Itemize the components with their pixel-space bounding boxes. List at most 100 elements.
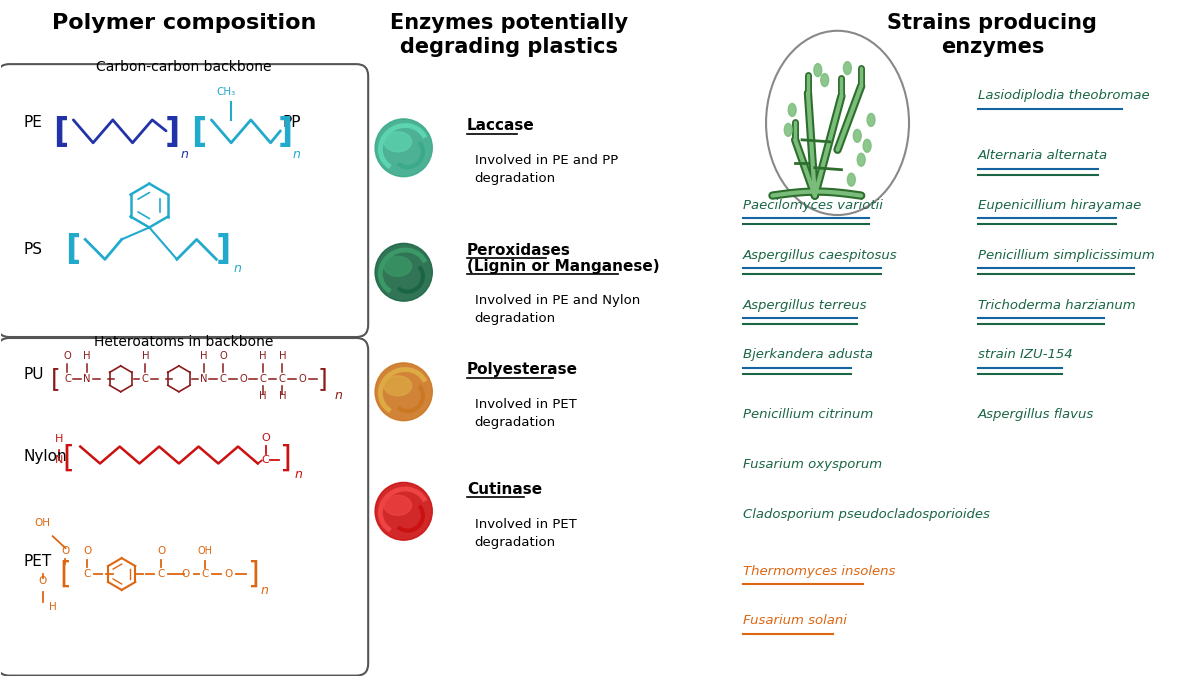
Ellipse shape [785,123,792,136]
Text: degradation: degradation [475,416,556,429]
Text: O: O [181,569,190,579]
Text: H: H [199,351,208,361]
Text: Involved in PE and PP: Involved in PE and PP [475,154,618,167]
Text: Alternaria alternata: Alternaria alternata [978,149,1108,162]
Text: Trichoderma harzianum: Trichoderma harzianum [978,299,1135,311]
Text: H: H [142,351,149,361]
Text: O: O [224,569,233,579]
Text: H: H [259,351,266,361]
Text: Fusarium oxysporum: Fusarium oxysporum [743,458,882,471]
Text: PS: PS [23,242,42,257]
Text: Involved in PE and Nylon: Involved in PE and Nylon [475,294,640,307]
Ellipse shape [857,153,865,167]
Ellipse shape [788,104,796,116]
Text: OH: OH [35,518,50,528]
Text: PP: PP [282,115,301,131]
Text: Heteroatoms in backbone: Heteroatoms in backbone [94,335,274,349]
Text: O: O [262,433,270,443]
Text: C: C [84,569,91,579]
Text: H: H [54,433,62,443]
Text: C: C [202,569,209,579]
Text: N: N [54,456,62,466]
Text: C: C [259,374,266,384]
Text: N: N [84,374,91,384]
Ellipse shape [376,483,432,540]
FancyBboxPatch shape [0,338,368,676]
Text: degradation: degradation [475,536,556,548]
Ellipse shape [847,173,856,186]
Ellipse shape [766,30,910,215]
Ellipse shape [868,114,875,127]
Text: Enzymes potentially
degrading plastics: Enzymes potentially degrading plastics [390,14,629,57]
Text: Aspergillus caespitosus: Aspergillus caespitosus [743,249,898,262]
Text: H: H [259,391,266,401]
Text: Aspergillus terreus: Aspergillus terreus [743,299,868,311]
Text: H: H [84,351,91,361]
Text: (Lignin or Manganese): (Lignin or Manganese) [467,259,660,274]
Text: Cutinase: Cutinase [467,482,542,497]
Text: H: H [278,391,286,401]
Text: n: n [233,262,241,276]
Text: degradation: degradation [475,311,556,324]
Text: O: O [83,546,91,556]
FancyBboxPatch shape [0,64,368,337]
Text: degradation: degradation [475,172,556,185]
Text: C: C [157,569,164,579]
Text: [: [ [53,116,68,150]
Text: Involved in PET: Involved in PET [475,398,576,411]
Text: Eupenicillium hirayamae: Eupenicillium hirayamae [978,199,1141,212]
Text: PU: PU [23,368,43,383]
Text: C: C [278,374,286,384]
Text: O: O [64,351,71,361]
Text: strain IZU-154: strain IZU-154 [978,349,1072,362]
Ellipse shape [844,62,851,74]
Text: Thermomyces insolens: Thermomyces insolens [743,565,895,577]
Text: Laccase: Laccase [467,118,534,133]
Text: ]: ] [277,116,293,150]
Text: N: N [199,374,208,384]
Text: Fusarium solani: Fusarium solani [743,614,847,628]
Ellipse shape [384,496,412,515]
Text: Penicillium citrinum: Penicillium citrinum [743,408,874,421]
Text: C: C [262,456,270,466]
Text: [: [ [65,233,80,266]
Ellipse shape [376,244,432,301]
Text: Cladosporium pseudocladosporioides: Cladosporium pseudocladosporioides [743,508,990,521]
Text: n: n [181,148,188,160]
Text: O: O [220,351,227,361]
Text: Strains producing
enzymes: Strains producing enzymes [888,14,1097,57]
Text: C: C [220,374,227,384]
Ellipse shape [863,139,871,152]
Text: O: O [38,576,47,586]
Text: H: H [49,602,56,612]
Ellipse shape [384,132,412,152]
Text: ]: ] [318,367,328,391]
Text: n: n [294,468,302,481]
Text: Polyesterase: Polyesterase [467,362,577,377]
Ellipse shape [814,64,822,77]
Text: Bjerkandera adusta: Bjerkandera adusta [743,349,872,362]
Text: [: [ [191,116,206,150]
Ellipse shape [853,129,862,142]
Text: Carbon-carbon backbone: Carbon-carbon backbone [96,60,271,74]
Text: Involved in PET: Involved in PET [475,518,576,531]
Text: n: n [260,584,269,597]
Text: Aspergillus flavus: Aspergillus flavus [978,408,1093,421]
Text: Penicillium simplicissimum: Penicillium simplicissimum [978,249,1154,262]
Text: ]: ] [247,559,259,588]
Ellipse shape [376,363,432,420]
Text: O: O [299,374,306,384]
Text: n: n [293,148,300,160]
Text: O: O [157,546,166,556]
Text: [: [ [60,559,72,588]
Text: Nylon: Nylon [23,449,67,464]
Text: ]: ] [164,116,180,150]
Text: H: H [278,351,286,361]
Text: ]: ] [280,444,292,473]
Text: C: C [64,374,71,384]
Ellipse shape [821,74,829,87]
Text: ]: ] [216,233,230,266]
Text: OH: OH [198,546,212,556]
Text: PE: PE [23,115,42,131]
Ellipse shape [376,119,432,177]
